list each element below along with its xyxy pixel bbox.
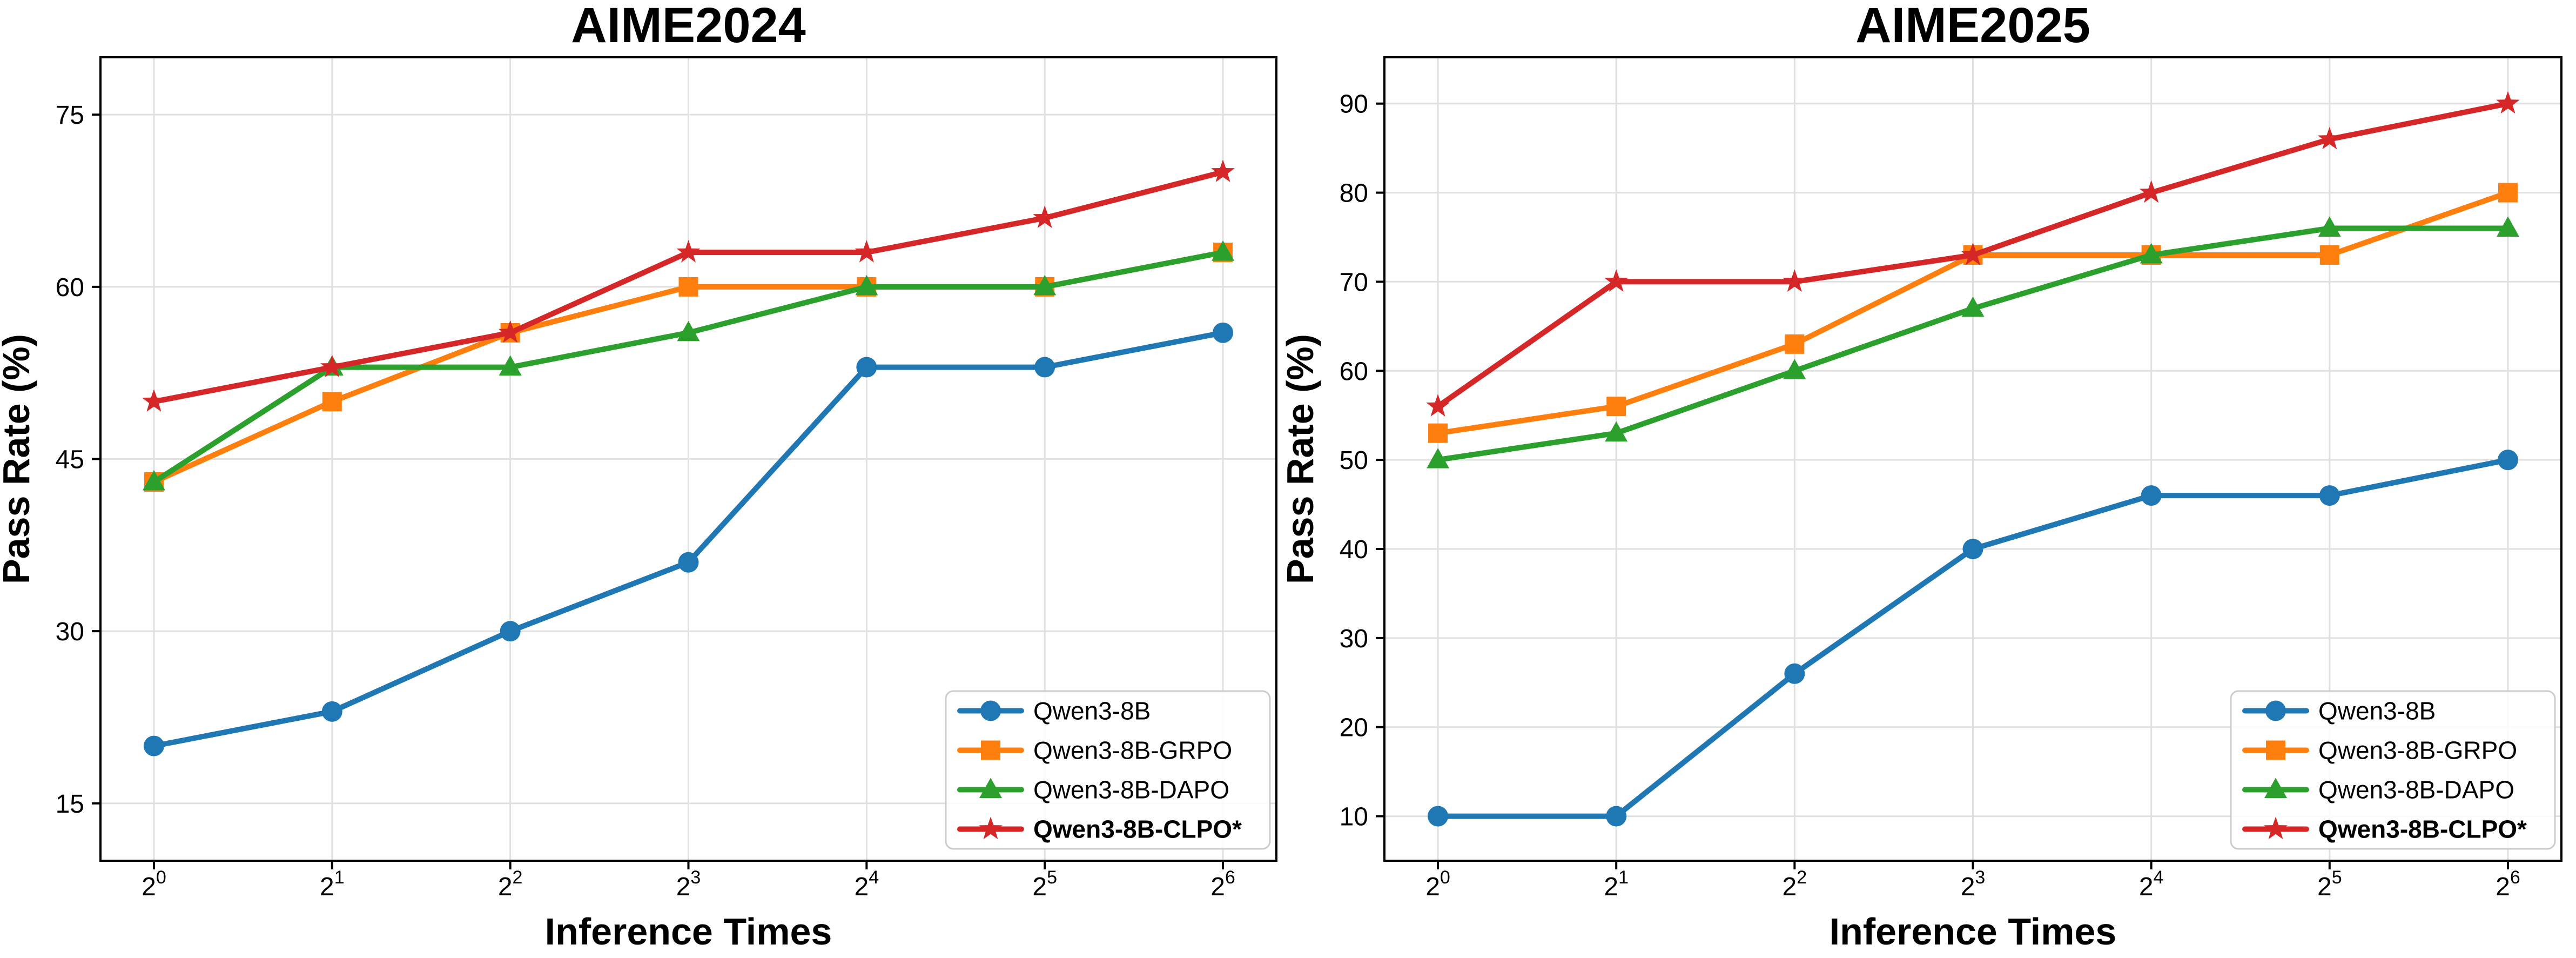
y-tick-label: 30 <box>56 618 84 646</box>
y-tick-label: 80 <box>1340 179 1368 208</box>
y-tick-label: 45 <box>56 446 84 474</box>
legend-label: Qwen3-8B-CLPO* <box>2318 815 2527 843</box>
x-tick-label: 20 <box>1425 867 1450 901</box>
chart-aime2025: 10 20 30 40 50 60 70 80 90 20 21 22 23 24 25 26 AIME2025… <box>1279 0 2562 953</box>
x-tick-label: 22 <box>498 867 523 901</box>
y-tick-label: 40 <box>1340 535 1368 564</box>
y-tick-label: 30 <box>1340 625 1368 653</box>
x-axis-label: Inference Times <box>1830 910 2117 953</box>
x-tick-label: 26 <box>2496 867 2520 901</box>
legend-item-qwen3-8b-clpo: Qwen3-8B-CLPO* <box>957 815 1242 843</box>
legend-item-qwen3-8b-dapo: Qwen3-8B-DAPO <box>2242 776 2514 804</box>
y-tick-label: 90 <box>1340 90 1368 119</box>
series-markers <box>142 159 1235 412</box>
x-tick-label: 21 <box>320 867 345 901</box>
series-qwen3-8b-clpo <box>142 159 1235 412</box>
y-axis-label: Pass Rate (%) <box>0 334 37 584</box>
x-axis-label: Inference Times <box>545 910 832 953</box>
chart-title: AIME2024 <box>571 0 806 53</box>
legend-item-qwen3-8b-grpo: Qwen3-8B-GRPO <box>957 736 1232 765</box>
x-tick-label: 25 <box>1032 867 1057 901</box>
legend: Qwen3-8B Qwen3-8B-GRPO Qwen3-8B-DAPO Qwen3-… <box>945 690 1271 850</box>
series-markers <box>1428 450 2518 827</box>
legend-label: Qwen3-8B-CLPO* <box>1033 815 1242 843</box>
series-qwen3-8b-clpo <box>1426 91 2520 417</box>
legend-label: Qwen3-8B-GRPO <box>1033 736 1232 765</box>
legend-label: Qwen3-8B <box>2318 697 2436 725</box>
legend-label: Qwen3-8B <box>1033 697 1151 725</box>
series-qwen3-8b-dapo <box>1427 216 2519 468</box>
series-qwen3-8b <box>1428 450 2518 827</box>
legend-item-qwen3-8b: Qwen3-8B <box>2242 697 2436 725</box>
y-tick-label: 15 <box>56 790 84 819</box>
y-tick-label: 70 <box>1340 268 1368 297</box>
x-tick-label: 23 <box>1961 867 1986 901</box>
series-qwen3-8b <box>143 322 1234 756</box>
legend: Qwen3-8B Qwen3-8B-GRPO Qwen3-8B-DAPO Qwen3-… <box>2230 690 2556 850</box>
axis-ticks: 10 20 30 40 50 60 70 80 90 20 21 22 23 24 25 26 <box>1340 90 2520 901</box>
axis-ticks: 15 30 45 60 75 20 21 22 23 24 25 26 <box>56 101 1235 901</box>
series-markers <box>1426 91 2520 417</box>
legend-item-qwen3-8b-grpo: Qwen3-8B-GRPO <box>2242 736 2517 765</box>
y-tick-label: 60 <box>1340 357 1368 386</box>
x-tick-label: 23 <box>676 867 701 901</box>
legend-label: Qwen3-8B-DAPO <box>1033 776 1229 804</box>
legend-label: Qwen3-8B-DAPO <box>2318 776 2514 804</box>
y-axis-label: Pass Rate (%) <box>1279 334 1321 584</box>
x-tick-label: 26 <box>1210 867 1235 901</box>
legend-frame <box>945 690 1271 850</box>
legend-item-qwen3-8b-dapo: Qwen3-8B-DAPO <box>957 776 1229 804</box>
legend-item-qwen3-8b: Qwen3-8B <box>957 697 1151 725</box>
legend-label: Qwen3-8B-GRPO <box>2318 736 2517 765</box>
y-tick-label: 60 <box>56 273 84 302</box>
legend-item-qwen3-8b-clpo: Qwen3-8B-CLPO* <box>2242 815 2527 843</box>
x-tick-label: 21 <box>1604 867 1629 901</box>
y-tick-label: 20 <box>1340 714 1368 742</box>
chart-title: AIME2025 <box>1855 0 2090 53</box>
x-tick-label: 22 <box>1783 867 1807 901</box>
y-tick-label: 75 <box>56 101 84 130</box>
x-tick-label: 24 <box>2139 867 2164 901</box>
axes-frame <box>99 56 1277 862</box>
axes-frame <box>1383 56 2562 862</box>
y-tick-label: 50 <box>1340 446 1368 475</box>
series-markers <box>1427 216 2519 468</box>
series-markers <box>143 322 1234 756</box>
grid <box>100 57 1276 861</box>
chart-aime2024: 15 30 45 60 75 20 21 22 23 24 25 26 AIME2024 Inferenc… <box>0 0 1277 953</box>
legend-frame <box>2230 690 2556 850</box>
x-tick-label: 24 <box>855 867 879 901</box>
x-tick-label: 20 <box>142 867 166 901</box>
y-tick-label: 10 <box>1340 803 1368 832</box>
x-tick-label: 25 <box>2317 867 2342 901</box>
